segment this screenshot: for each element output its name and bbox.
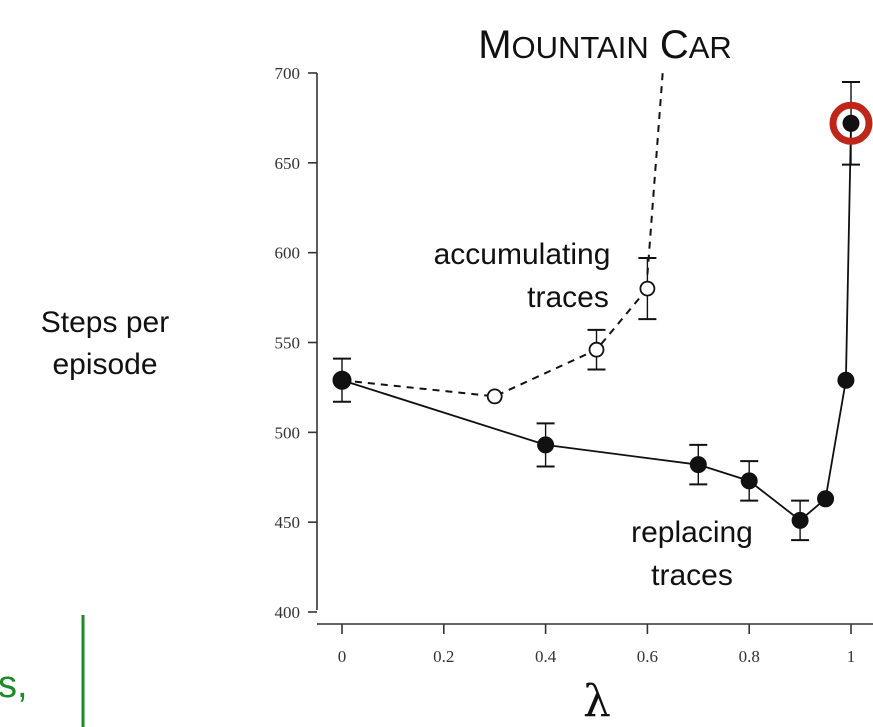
cropped-text-fragment: s,	[0, 664, 28, 706]
y-tick-label: 450	[275, 513, 301, 532]
replacing-point	[842, 114, 860, 132]
x-tick-label: 0.4	[535, 647, 557, 666]
accumulating-traces-continuation	[646, 72, 664, 275]
x-tick-label: 0.6	[637, 647, 658, 666]
x-tick-label: 0	[338, 647, 347, 666]
replacing-point	[817, 490, 835, 508]
accumulating-annotation-line1: accumulating	[434, 238, 611, 271]
y-ticks: 400 450 500 550 600 650 700	[275, 64, 317, 622]
replacing-annotation-line2: traces	[651, 559, 733, 592]
replacing-point	[791, 511, 809, 529]
y-tick-label: 700	[275, 64, 301, 83]
accumulating-point	[639, 280, 656, 297]
replacing-point	[837, 371, 855, 389]
replacing-point	[537, 436, 555, 454]
replacing-point	[332, 370, 352, 390]
y-axis-label-line1: Steps per	[41, 306, 169, 339]
accumulating-point	[588, 341, 605, 358]
y-tick-label: 650	[275, 154, 301, 173]
replacing-point	[689, 456, 707, 474]
y-tick-label: 600	[275, 244, 301, 263]
replacing-annotation-line1: replacing	[631, 516, 753, 549]
y-tick-label: 550	[275, 334, 301, 353]
x-axis-label: λ	[583, 676, 611, 727]
y-tick-label: 400	[275, 603, 301, 622]
y-axis-label-line2: episode	[52, 348, 157, 381]
chart-title: MOUNTAIN CAR	[478, 23, 732, 67]
accumulating-point	[486, 388, 503, 405]
highlight-ring	[829, 101, 873, 145]
y-tick-label: 500	[275, 423, 301, 442]
accumulating-traces-line	[341, 287, 649, 398]
x-tick-label: 1	[847, 647, 856, 666]
x-ticks: 0 0.2 0.4 0.6 0.8 1	[338, 624, 856, 666]
replacing-point	[740, 472, 758, 490]
accumulating-annotation-line2: traces	[527, 281, 609, 314]
x-tick-label: 0.8	[739, 647, 760, 666]
x-tick-label: 0.2	[433, 647, 454, 666]
replacing-traces-line	[341, 123, 852, 522]
series-layer	[332, 72, 873, 542]
